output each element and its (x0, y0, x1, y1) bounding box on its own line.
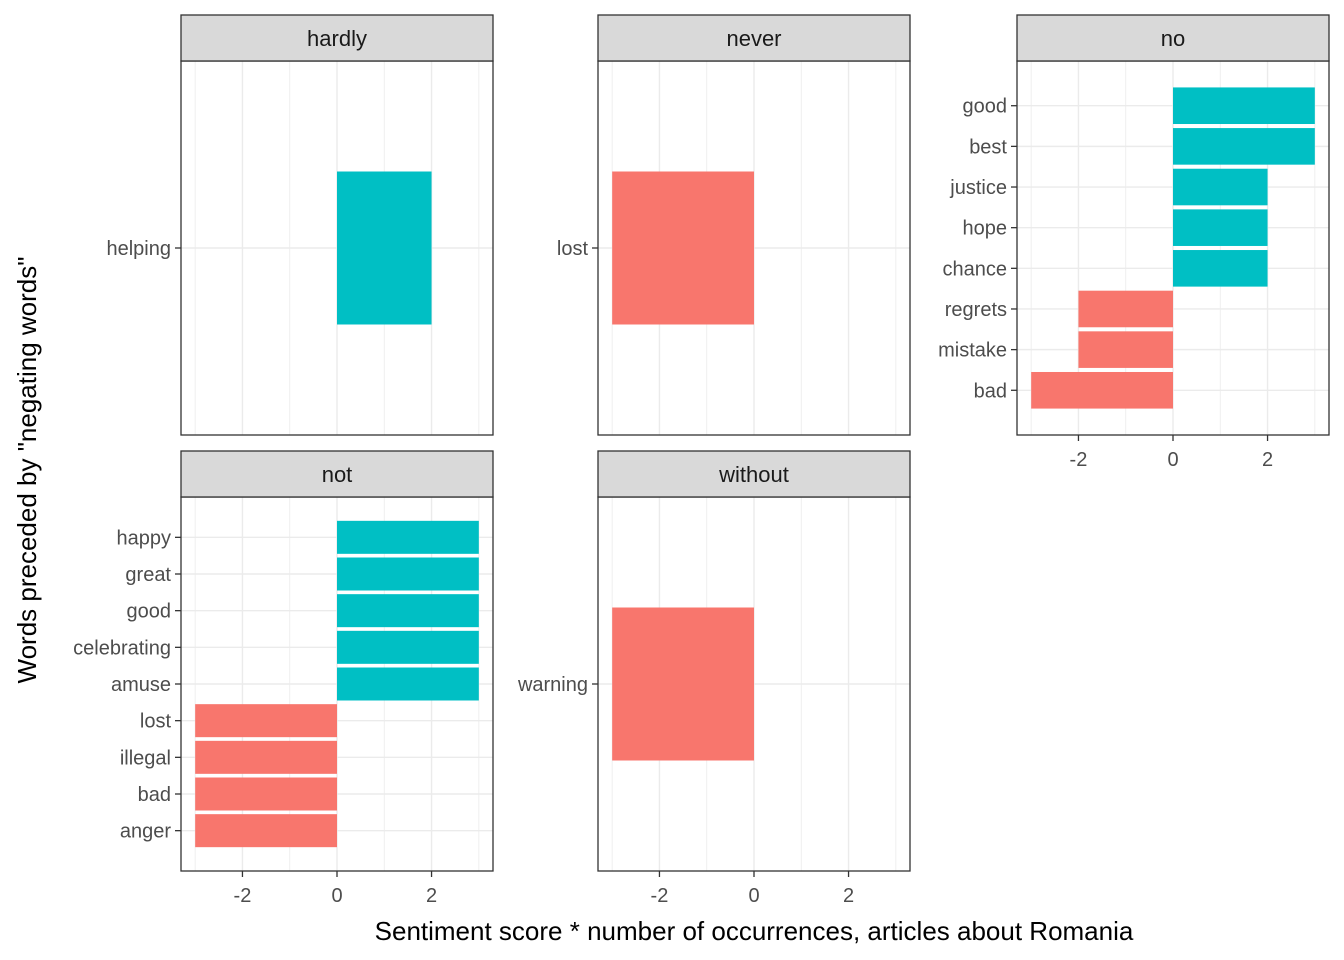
bar-not-illegal (195, 740, 337, 774)
y-tick-label: hope (963, 218, 1008, 240)
x-axis-title: Sentiment score * number of occurrences,… (375, 916, 1134, 946)
y-tick-label: chance (943, 258, 1008, 280)
y-tick-label: regrets (945, 299, 1007, 321)
bar-no-chance (1173, 250, 1268, 287)
y-tick-label: lost (140, 711, 172, 733)
facet-strip (597, 14, 911, 62)
facet-strip-label: without (718, 462, 789, 487)
y-tick-label: mistake (938, 340, 1007, 362)
x-tick-label: 2 (426, 885, 437, 907)
bar-without-warning (612, 607, 754, 761)
y-tick-label: bad (138, 784, 171, 806)
bar-not-amuse (337, 667, 479, 701)
y-tick-label: illegal (120, 747, 171, 769)
bar-not-bad (195, 777, 337, 811)
facet-panel-not: not happy great good celebrating amuse lost ill… (73, 450, 494, 907)
bar-no-hope (1173, 209, 1268, 246)
y-tick-label: warning (517, 674, 588, 696)
y-axis-title: Words preceded by "negating words" (12, 257, 42, 684)
y-tick-label: best (969, 136, 1007, 158)
bar-no-good (1173, 87, 1315, 125)
facet-panel-no: no good best justice hope chance regrets mistak… (938, 14, 1330, 471)
bar-not-happy (337, 520, 479, 554)
bar-no-bad (1031, 371, 1173, 409)
x-tick-label: -2 (234, 885, 252, 907)
bar-no-regrets (1078, 290, 1173, 328)
x-tick-label: 2 (843, 885, 854, 907)
y-tick-label: happy (117, 527, 172, 549)
bar-not-lost (195, 704, 337, 738)
bar-never-lost (612, 171, 754, 325)
facet-panel-without: without warning -2 0 2 (517, 450, 911, 907)
x-tick-label: -2 (651, 885, 669, 907)
facet-strip (597, 450, 911, 498)
y-tick-label: celebrating (73, 637, 171, 659)
y-tick-label: amuse (111, 674, 171, 696)
bar-not-celebrating (337, 630, 479, 664)
bar-no-mistake (1078, 331, 1173, 368)
facet-strip-label: not (322, 462, 353, 487)
bar-no-justice (1173, 168, 1268, 206)
x-tick-label: -2 (1070, 449, 1088, 471)
y-tick-label: justice (949, 177, 1007, 199)
facet-strip-label: no (1161, 26, 1185, 51)
bar-no-best (1173, 128, 1315, 165)
bar-hardly-helping (337, 171, 432, 325)
x-tick-label: 0 (748, 885, 759, 907)
facet-strip-label: hardly (307, 26, 367, 51)
y-tick-label: lost (557, 238, 589, 260)
x-tick-label: 0 (331, 885, 342, 907)
y-tick-label: great (125, 564, 171, 586)
y-tick-label: helping (106, 238, 171, 260)
bar-not-great (337, 557, 479, 591)
facet-strip (1016, 14, 1330, 62)
y-tick-label: good (127, 601, 172, 623)
x-tick-label: 0 (1167, 449, 1178, 471)
y-tick-label: anger (120, 821, 171, 843)
facet-strip (180, 450, 494, 498)
facet-panel-hardly: hardly helping (106, 14, 494, 436)
facet-panel-never: never lost (557, 14, 911, 436)
y-tick-label: bad (974, 380, 1007, 402)
facet-strip (180, 14, 494, 62)
bar-not-good (337, 594, 479, 628)
x-tick-label: 2 (1262, 449, 1273, 471)
y-tick-label: good (963, 96, 1008, 118)
bar-not-anger (195, 814, 337, 848)
facet-strip-label: never (726, 26, 781, 51)
